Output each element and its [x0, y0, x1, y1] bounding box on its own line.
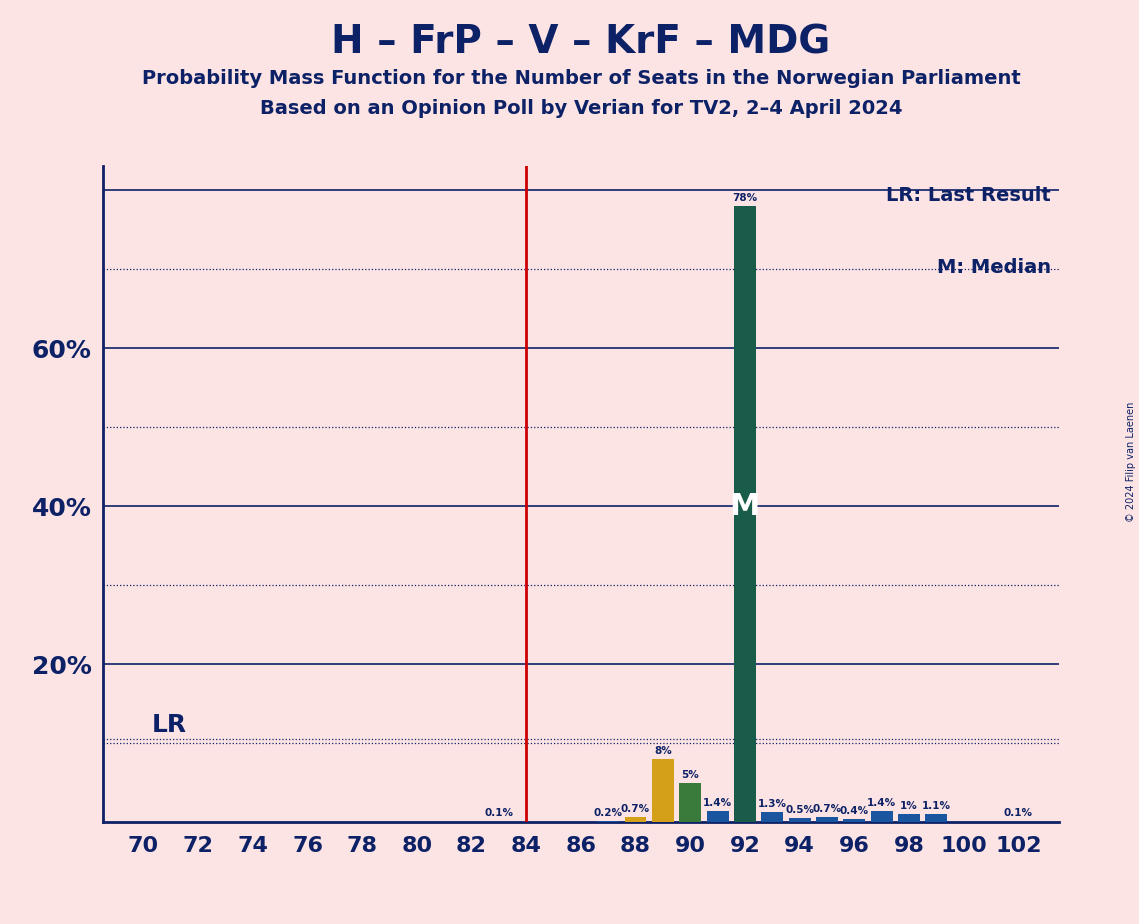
Text: 0.5%: 0.5% — [785, 805, 814, 815]
Text: 0.4%: 0.4% — [839, 806, 869, 816]
Bar — [843, 820, 866, 822]
Text: M: Median: M: Median — [937, 258, 1051, 277]
Bar — [679, 783, 702, 822]
Bar — [898, 814, 920, 822]
Text: 1.4%: 1.4% — [867, 798, 896, 808]
Bar — [734, 206, 756, 822]
Bar — [624, 817, 647, 822]
Text: 1.4%: 1.4% — [703, 798, 732, 808]
Text: 0.1%: 0.1% — [484, 808, 514, 819]
Text: LR: Last Result: LR: Last Result — [886, 186, 1051, 205]
Text: 1.1%: 1.1% — [921, 800, 951, 810]
Bar — [652, 760, 674, 822]
Bar — [597, 821, 620, 822]
Text: 0.2%: 0.2% — [593, 808, 623, 818]
Text: 1%: 1% — [900, 801, 918, 811]
Text: LR: LR — [151, 713, 187, 737]
Bar — [706, 811, 729, 822]
Text: 78%: 78% — [732, 193, 757, 202]
Text: Probability Mass Function for the Number of Seats in the Norwegian Parliament: Probability Mass Function for the Number… — [141, 69, 1021, 89]
Text: H – FrP – V – KrF – MDG: H – FrP – V – KrF – MDG — [331, 23, 830, 61]
Text: M: M — [730, 492, 760, 521]
Text: 0.7%: 0.7% — [621, 804, 650, 814]
Bar — [816, 817, 838, 822]
Text: 0.1%: 0.1% — [1003, 808, 1033, 819]
Bar — [788, 819, 811, 822]
Text: 1.3%: 1.3% — [757, 799, 787, 808]
Bar — [761, 812, 784, 822]
Text: © 2024 Filip van Laenen: © 2024 Filip van Laenen — [1126, 402, 1136, 522]
Text: Based on an Opinion Poll by Verian for TV2, 2–4 April 2024: Based on an Opinion Poll by Verian for T… — [260, 99, 902, 118]
Text: 5%: 5% — [681, 770, 699, 780]
Bar — [870, 811, 893, 822]
Text: 0.7%: 0.7% — [812, 804, 842, 814]
Bar — [925, 814, 948, 822]
Text: 8%: 8% — [654, 746, 672, 756]
